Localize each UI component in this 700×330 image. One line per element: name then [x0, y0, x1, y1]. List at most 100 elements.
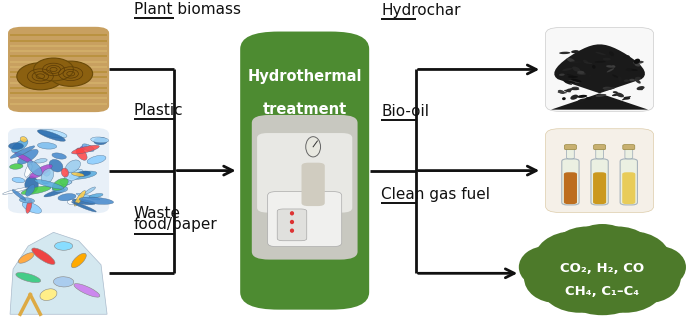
- Ellipse shape: [583, 60, 588, 64]
- Ellipse shape: [594, 231, 672, 293]
- Ellipse shape: [519, 246, 573, 288]
- Ellipse shape: [34, 180, 64, 189]
- Ellipse shape: [71, 145, 99, 154]
- Ellipse shape: [37, 130, 65, 141]
- FancyBboxPatch shape: [622, 172, 636, 204]
- Ellipse shape: [290, 211, 294, 215]
- Ellipse shape: [612, 75, 618, 78]
- Ellipse shape: [12, 178, 25, 183]
- Ellipse shape: [25, 177, 38, 193]
- Ellipse shape: [69, 171, 97, 179]
- Text: CH₄, C₁–C₄: CH₄, C₁–C₄: [566, 285, 640, 298]
- Ellipse shape: [55, 182, 72, 189]
- Ellipse shape: [578, 71, 584, 74]
- Text: treatment: treatment: [262, 102, 346, 117]
- Ellipse shape: [44, 170, 50, 176]
- Text: food/paper: food/paper: [134, 217, 218, 232]
- Ellipse shape: [34, 159, 47, 163]
- Ellipse shape: [624, 80, 629, 82]
- Ellipse shape: [615, 92, 624, 97]
- Ellipse shape: [556, 238, 649, 309]
- Ellipse shape: [44, 189, 65, 197]
- Ellipse shape: [8, 143, 24, 149]
- Ellipse shape: [559, 74, 565, 76]
- FancyBboxPatch shape: [252, 115, 358, 260]
- Ellipse shape: [562, 97, 566, 100]
- FancyBboxPatch shape: [620, 159, 638, 205]
- Ellipse shape: [618, 76, 622, 82]
- Ellipse shape: [52, 178, 69, 191]
- Ellipse shape: [589, 74, 591, 78]
- Ellipse shape: [74, 190, 85, 206]
- Ellipse shape: [623, 55, 630, 58]
- Text: Hydrothermal: Hydrothermal: [247, 69, 362, 83]
- Ellipse shape: [87, 155, 106, 164]
- Ellipse shape: [564, 81, 575, 83]
- Ellipse shape: [21, 186, 51, 195]
- Text: Plastic: Plastic: [134, 103, 183, 118]
- Ellipse shape: [635, 63, 640, 66]
- FancyBboxPatch shape: [593, 172, 606, 204]
- Ellipse shape: [540, 258, 619, 313]
- FancyBboxPatch shape: [566, 148, 574, 159]
- Ellipse shape: [20, 198, 34, 203]
- Ellipse shape: [32, 248, 55, 264]
- Ellipse shape: [632, 246, 686, 288]
- Ellipse shape: [635, 79, 640, 83]
- Text: Plant biomass: Plant biomass: [134, 2, 241, 17]
- Ellipse shape: [559, 52, 570, 54]
- Ellipse shape: [561, 266, 644, 315]
- FancyBboxPatch shape: [8, 27, 109, 112]
- Ellipse shape: [622, 96, 631, 100]
- Ellipse shape: [26, 184, 35, 196]
- FancyBboxPatch shape: [277, 209, 307, 241]
- Ellipse shape: [49, 159, 63, 172]
- Polygon shape: [10, 232, 107, 314]
- Ellipse shape: [10, 164, 23, 169]
- Ellipse shape: [603, 58, 611, 60]
- Ellipse shape: [12, 190, 26, 200]
- Ellipse shape: [12, 139, 28, 152]
- Ellipse shape: [67, 199, 76, 205]
- Ellipse shape: [38, 129, 67, 138]
- Ellipse shape: [558, 90, 565, 94]
- Ellipse shape: [77, 144, 87, 154]
- Ellipse shape: [38, 143, 57, 149]
- Ellipse shape: [58, 194, 76, 201]
- Ellipse shape: [71, 202, 96, 212]
- Ellipse shape: [612, 91, 618, 93]
- Ellipse shape: [571, 79, 582, 82]
- Ellipse shape: [76, 171, 90, 177]
- FancyBboxPatch shape: [8, 128, 109, 213]
- Ellipse shape: [629, 79, 635, 81]
- Ellipse shape: [290, 220, 294, 224]
- Ellipse shape: [631, 69, 638, 71]
- Text: Clean gas fuel: Clean gas fuel: [382, 187, 491, 202]
- Ellipse shape: [20, 137, 27, 142]
- Ellipse shape: [571, 50, 579, 53]
- Ellipse shape: [578, 99, 584, 103]
- FancyBboxPatch shape: [240, 32, 369, 310]
- Ellipse shape: [570, 61, 582, 63]
- Ellipse shape: [564, 90, 571, 92]
- Ellipse shape: [603, 87, 612, 90]
- Ellipse shape: [79, 197, 113, 204]
- FancyBboxPatch shape: [302, 163, 325, 206]
- Ellipse shape: [17, 63, 64, 90]
- Ellipse shape: [612, 65, 615, 68]
- Ellipse shape: [29, 164, 52, 179]
- Ellipse shape: [578, 95, 587, 98]
- Ellipse shape: [568, 80, 580, 83]
- Ellipse shape: [18, 253, 34, 263]
- Ellipse shape: [626, 63, 633, 66]
- Ellipse shape: [524, 253, 587, 303]
- Ellipse shape: [74, 283, 100, 297]
- Ellipse shape: [76, 193, 100, 200]
- Text: Waste: Waste: [134, 206, 181, 221]
- FancyBboxPatch shape: [591, 159, 608, 205]
- Ellipse shape: [306, 137, 321, 157]
- Ellipse shape: [60, 180, 71, 185]
- FancyBboxPatch shape: [562, 159, 579, 205]
- Ellipse shape: [609, 51, 614, 56]
- Ellipse shape: [638, 88, 643, 90]
